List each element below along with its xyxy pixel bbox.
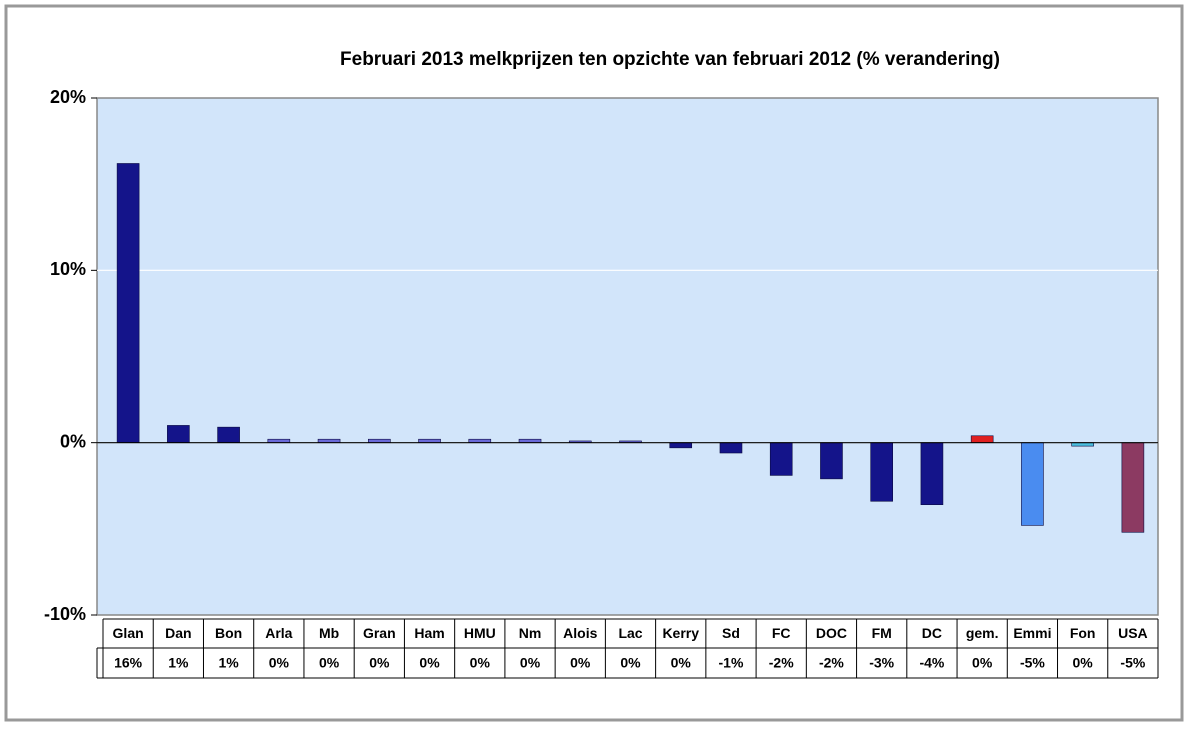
x-tick-label: FM	[872, 625, 892, 641]
value-label: 0%	[419, 655, 440, 671]
bar	[669, 442, 693, 449]
x-tick-label: Ham	[414, 625, 444, 641]
y-tick-label: 0%	[60, 431, 86, 451]
value-label: 0%	[1073, 655, 1094, 671]
x-tick-label: Lac	[618, 625, 642, 641]
x-tick-label: Gran	[363, 625, 396, 641]
value-label: 0%	[369, 655, 390, 671]
value-label: -4%	[919, 655, 944, 671]
value-label: -3%	[869, 655, 894, 671]
x-tick-label: Nm	[519, 625, 542, 641]
y-tick-label: -10%	[44, 604, 86, 624]
bar	[870, 442, 893, 502]
plot-area	[96, 97, 1159, 616]
value-label: 0%	[520, 655, 541, 671]
y-tick-label: 20%	[50, 87, 86, 107]
value-label: -1%	[719, 655, 744, 671]
bar	[1021, 442, 1044, 526]
value-label: -2%	[819, 655, 844, 671]
value-label: 0%	[972, 655, 993, 671]
y-tick-label: 10%	[50, 259, 86, 279]
x-tick-label: Alois	[563, 625, 597, 641]
bar	[920, 442, 944, 506]
x-tick-label: HMU	[464, 625, 496, 641]
bar	[167, 425, 190, 443]
x-tick-label: FC	[772, 625, 791, 641]
value-label: 0%	[269, 655, 290, 671]
x-tick-label: Fon	[1070, 625, 1096, 641]
bar	[820, 442, 843, 480]
value-label: 16%	[114, 655, 143, 671]
bar	[719, 442, 743, 454]
value-label: 0%	[319, 655, 340, 671]
x-tick-label: DOC	[816, 625, 847, 641]
bar	[970, 435, 994, 443]
x-tick-label: Kerry	[662, 625, 699, 641]
bar	[217, 426, 240, 443]
bar	[1121, 442, 1145, 533]
x-tick-label: USA	[1118, 625, 1148, 641]
value-label: -2%	[769, 655, 794, 671]
value-label: -5%	[1120, 655, 1145, 671]
x-tick-label: Emmi	[1013, 625, 1051, 641]
x-tick-label: gem.	[966, 625, 999, 641]
x-tick-label: Sd	[722, 625, 740, 641]
bar	[116, 163, 140, 443]
x-tick-label: Mb	[319, 625, 339, 641]
x-tick-label: Arla	[265, 625, 292, 641]
x-tick-label: DC	[922, 625, 942, 641]
value-label: 0%	[671, 655, 692, 671]
x-tick-label: Bon	[215, 625, 242, 641]
bar	[769, 442, 793, 476]
chart-title: Februari 2013 melkprijzen ten opzichte v…	[340, 49, 1000, 70]
x-tick-label: Glan	[113, 625, 144, 641]
value-label: -5%	[1020, 655, 1045, 671]
value-label: 0%	[620, 655, 641, 671]
value-label: 0%	[570, 655, 591, 671]
value-label: 1%	[218, 655, 239, 671]
value-label: 0%	[470, 655, 491, 671]
value-label: 1%	[168, 655, 189, 671]
x-tick-label: Dan	[165, 625, 191, 641]
